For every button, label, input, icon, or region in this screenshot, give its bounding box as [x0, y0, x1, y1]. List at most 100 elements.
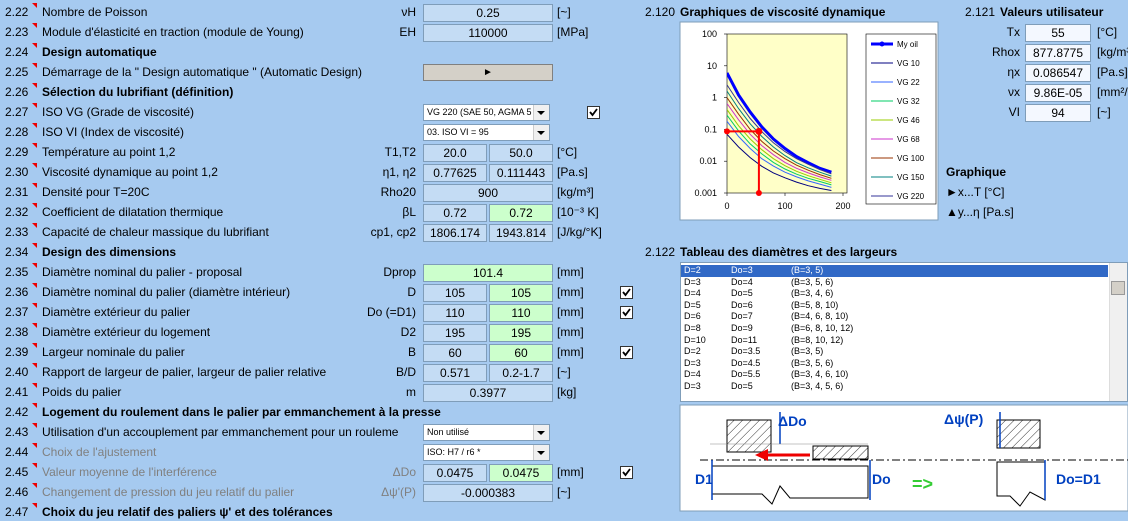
- list-cell: (B=3, 4, 6): [791, 288, 834, 299]
- row-unit: [Pa.s]: [557, 165, 588, 179]
- row-number: 2.37: [5, 303, 37, 321]
- legend-label: VG 150: [897, 173, 925, 182]
- scrollbar[interactable]: [1109, 263, 1127, 401]
- shaft-left: [711, 465, 869, 505]
- row-number: 2.36: [5, 283, 37, 301]
- row-label: Viscosité dynamique au point 1,2: [42, 165, 218, 179]
- list-item[interactable]: D=4 Do=5 (B=3, 4, 6): [681, 288, 1108, 300]
- diagram-label: ΔDo: [778, 413, 807, 429]
- plot-area: [726, 33, 848, 194]
- list-item[interactable]: D=8 Do=9 (B=6, 8, 10, 12): [681, 323, 1108, 335]
- x-tick-label: 200: [835, 201, 850, 211]
- row-symbol: η1, η2: [382, 165, 416, 179]
- row-label: Design automatique: [42, 45, 157, 59]
- row-label: Changement de pression du jeu relatif du…: [42, 485, 295, 499]
- row-unit: [°C]: [557, 145, 578, 159]
- list-item[interactable]: D=3 Do=4 (B=3, 5, 6): [681, 277, 1108, 289]
- row-symbol: cp1, cp2: [370, 225, 416, 239]
- value-cell: 1943.814: [489, 224, 553, 242]
- diagram-label: D1: [695, 471, 713, 487]
- row-number: 2.35: [5, 263, 37, 281]
- value-cell: 195: [423, 324, 487, 342]
- user-value: 9.86E-05: [1025, 84, 1091, 102]
- dropdown[interactable]: ISO: H7 / r6 *: [423, 444, 550, 461]
- list-cell: (B=3, 5): [791, 346, 824, 357]
- row-number: 2.46: [5, 483, 37, 501]
- row-number: 2.41: [5, 383, 37, 401]
- user-symbol: νx: [1008, 85, 1020, 99]
- dropdown-arrow[interactable]: [537, 131, 545, 135]
- list-cell: Do=9: [731, 323, 753, 333]
- list-cell: D=8: [684, 323, 701, 333]
- dropdown[interactable]: Non utilisé: [423, 424, 550, 441]
- checkbox[interactable]: [620, 306, 633, 319]
- row-unit: [mm]: [557, 465, 584, 479]
- dropdown-arrow[interactable]: [537, 431, 545, 435]
- row-label: Design des dimensions: [42, 245, 177, 259]
- value-cell: 0.0475: [423, 464, 487, 482]
- row-label: Température au point 1,2: [42, 145, 176, 159]
- checkbox[interactable]: [587, 106, 600, 119]
- list-cell: (B=8, 10, 12): [791, 334, 844, 345]
- row-unit: [mm]: [557, 325, 584, 339]
- section-title: Tableau des diamètres et des largeurs: [680, 245, 898, 259]
- row-symbol: Rho20: [380, 185, 416, 199]
- row-symbol: Δψ'(P): [381, 485, 416, 499]
- list-item[interactable]: D=2 Do=3 (B=3, 5): [681, 265, 1108, 277]
- series-line: [727, 133, 832, 191]
- dropdown[interactable]: VG 220 (SAE 50, AGMA 5: [423, 104, 550, 121]
- bushing: [812, 445, 869, 460]
- list-cell: D=4: [684, 288, 701, 299]
- scroll-thumb[interactable]: [1111, 281, 1125, 295]
- value-cell: 900: [423, 184, 553, 202]
- row-number: 2.44: [5, 443, 37, 461]
- legend-label: VG 220: [897, 192, 925, 201]
- user-unit: [°C]: [1097, 25, 1118, 39]
- checkbox[interactable]: [620, 346, 633, 359]
- marker-point: [724, 128, 730, 135]
- list-item[interactable]: D=2 Do=3.5 (B=3, 5): [681, 346, 1108, 358]
- value-cell: 195: [489, 324, 553, 342]
- row-label: Module d'élasticité en traction (module …: [42, 25, 304, 39]
- value-cell: 20.0: [423, 144, 487, 162]
- checkbox[interactable]: [620, 286, 633, 299]
- graph-title: Graphique: [946, 165, 1007, 179]
- series-line: [727, 90, 832, 177]
- list-cell: D=10: [684, 334, 706, 345]
- dropdown-arrow[interactable]: [537, 451, 545, 455]
- value-cell: 101.4: [423, 264, 553, 282]
- list-item[interactable]: D=6 Do=7 (B=4, 6, 8, 10): [681, 311, 1108, 323]
- diameter-list[interactable]: D=2 Do=3 (B=3, 5) D=3 Do=4 (B=3, 5, 6) D=4 Do=5…: [680, 262, 1128, 402]
- list-item[interactable]: D=5 Do=6 (B=5, 8, 10): [681, 300, 1108, 312]
- checkbox[interactable]: [620, 466, 633, 479]
- row-label: Diamètre extérieur du palier: [42, 305, 191, 319]
- list-cell: Do=3.5: [731, 346, 761, 357]
- list-cell: Do=3: [731, 265, 753, 275]
- row-symbol: D: [407, 285, 416, 299]
- section-number: 2.121: [965, 5, 996, 19]
- row-number: 2.42: [5, 403, 37, 421]
- user-value: 877.8775: [1025, 44, 1091, 62]
- value-cell: 0.72: [489, 204, 553, 222]
- legend-label: VG 10: [897, 59, 920, 68]
- row-number: 2.26: [5, 83, 37, 101]
- row-number: 2.29: [5, 143, 37, 161]
- legend-dot: [879, 41, 885, 47]
- dropdown-arrow[interactable]: [537, 111, 545, 115]
- list-item[interactable]: D=3 Do=4.5 (B=3, 5, 6): [681, 358, 1108, 370]
- list-item[interactable]: D=3 Do=5 (B=3, 4, 5, 6): [681, 381, 1108, 393]
- row-symbol: Dprop: [383, 265, 416, 279]
- row-number: 2.24: [5, 43, 37, 61]
- list-item[interactable]: D=4 Do=5.5 (B=3, 4, 6, 10): [681, 369, 1108, 381]
- row-symbol: B/D: [395, 365, 416, 379]
- dropdown[interactable]: 03. ISO VI = 95: [423, 124, 550, 141]
- list-item[interactable]: D=10 Do=11 (B=8, 10, 12): [681, 335, 1108, 347]
- row-symbol: βL: [402, 205, 416, 219]
- y-tick-label: 0.001: [694, 188, 717, 198]
- diagram-arrow: =>: [912, 474, 933, 494]
- design-button[interactable]: ►: [423, 64, 553, 81]
- row-number: 2.32: [5, 203, 37, 221]
- list-cell: Do=5: [731, 381, 753, 391]
- user-symbol: Tx: [1006, 25, 1020, 39]
- row-number: 2.38: [5, 323, 37, 341]
